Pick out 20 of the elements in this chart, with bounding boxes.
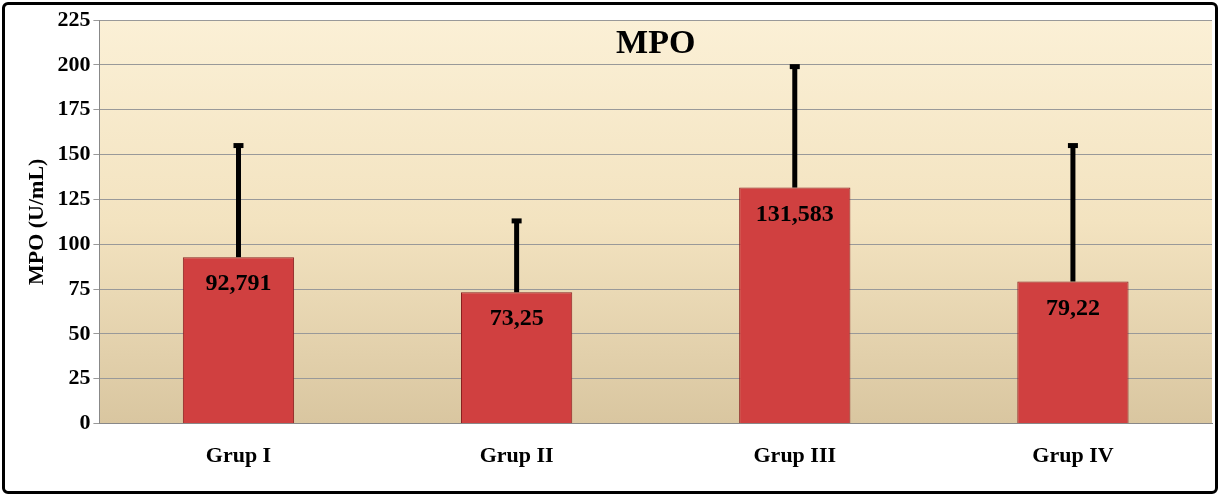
- y-tick-label: 175: [57, 95, 91, 121]
- y-tick-label: 225: [57, 5, 91, 31]
- x-tick-label: Grup I: [205, 442, 272, 468]
- y-tick-label: 75: [68, 274, 91, 300]
- text: 79,22: [1045, 293, 1100, 320]
- y-tick-label: 100: [57, 229, 91, 255]
- y-axis-title: MPO (U/mL): [22, 158, 48, 286]
- y-tick-label: 125: [57, 185, 91, 211]
- x-tick-label: Grup IV: [1032, 442, 1114, 468]
- text: 92,791: [205, 269, 272, 296]
- y-tick-label: 50: [68, 319, 91, 345]
- y-tick-label: 25: [68, 364, 91, 390]
- x-tick-label: Grup II: [479, 442, 554, 468]
- chart-title: MPO: [616, 22, 696, 60]
- x-tick-label: Grup III: [753, 442, 837, 468]
- y-tick-label: 150: [57, 140, 91, 166]
- text: 131,583: [755, 199, 834, 226]
- text: 73,25: [489, 304, 544, 331]
- y-tick-label: 200: [57, 50, 91, 76]
- y-tick-label: 0: [79, 409, 91, 435]
